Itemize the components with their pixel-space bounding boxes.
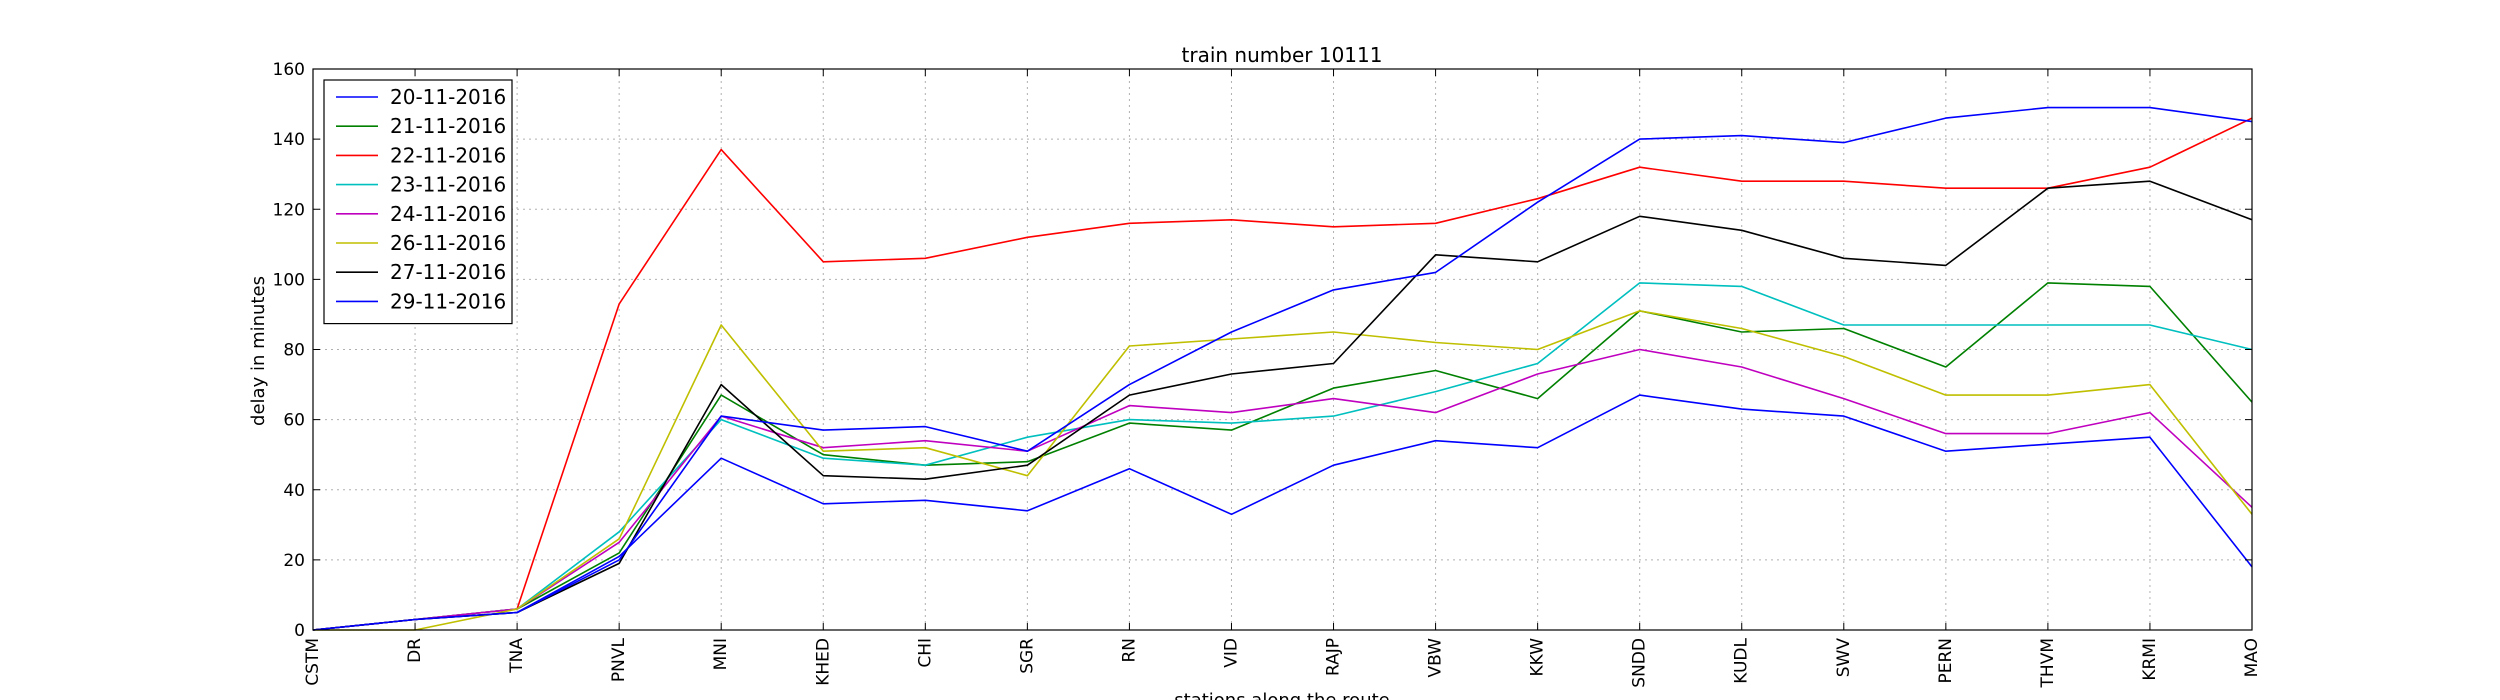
series-line [313,310,2253,631]
series-line [312,106,2253,631]
x-tick-label: PERN [1936,638,1956,684]
x-tick-label: TNA [507,638,527,674]
x-tick-label: PNVL [609,637,629,682]
x-tick-label: CSTM [303,638,323,686]
x-tick-label: CHI [915,638,935,668]
x-tick-label: THVM [2038,638,2058,688]
legend-label: 27-11-2016 [390,260,506,284]
legend-label: 20-11-2016 [390,85,506,109]
y-tick-label: 60 [283,411,305,431]
series-line [312,348,2253,631]
y-tick-label: 80 [283,341,305,361]
x-tick-label: VBW [1426,638,1446,678]
y-tick-label: 40 [283,481,305,501]
x-tick-label: DR [405,638,425,663]
series-line [312,282,2253,631]
legend-label: 22-11-2016 [390,143,506,167]
y-tick-label: 120 [273,200,305,220]
series-line [312,180,2253,631]
y-tick-label: 20 [283,551,305,571]
legend-box [323,79,513,325]
y-tick-label: 140 [273,130,305,150]
y-axis-label: delay in minutes [248,276,269,426]
y-tick-label: 100 [273,270,305,290]
series-line [312,117,2253,631]
y-tick-label: 0 [294,621,305,641]
x-tick-label: MNI [711,638,731,670]
legend-label: 21-11-2016 [390,114,506,138]
series-line [312,394,2253,631]
axis-ticks [312,68,2253,631]
series-line [312,282,2253,631]
legend-label: 24-11-2016 [390,202,506,226]
x-tick-label: SGR [1017,638,1037,674]
x-tick-label: SWV [1834,638,1854,678]
x-tick-labels: CSTM DR TNA PNVL MNI KHED CHI SGR RN VID RAJP VBW KK… [303,637,2262,688]
y-tick-labels: 0 20 40 60 80 100 120 140 160 [273,60,305,641]
x-tick-label: KRMI [2140,638,2160,681]
x-tick-label: VID [1221,638,1241,668]
y-tick-label: 160 [273,60,305,80]
x-tick-label: KUDL [1732,637,1752,683]
chart-title: train number 10111 [1182,43,1383,67]
legend: 20-11-2016 21-11-2016 22-11-2016 23-11-2016… [323,79,513,325]
x-tick-label: SNDD [1630,638,1650,688]
x-axis-label: stations along the route [1174,690,1389,700]
legend-label: 23-11-2016 [390,173,506,197]
x-tick-label: RAJP [1324,638,1344,676]
x-tick-label: KKW [1528,638,1548,677]
series-lines [312,106,2253,631]
x-tick-label: RN [1119,638,1139,663]
x-tick-label: KHED [813,638,833,686]
legend-label: 29-11-2016 [390,289,506,313]
legend-label: 26-11-2016 [390,231,506,255]
x-tick-label: MAO [2242,638,2262,677]
